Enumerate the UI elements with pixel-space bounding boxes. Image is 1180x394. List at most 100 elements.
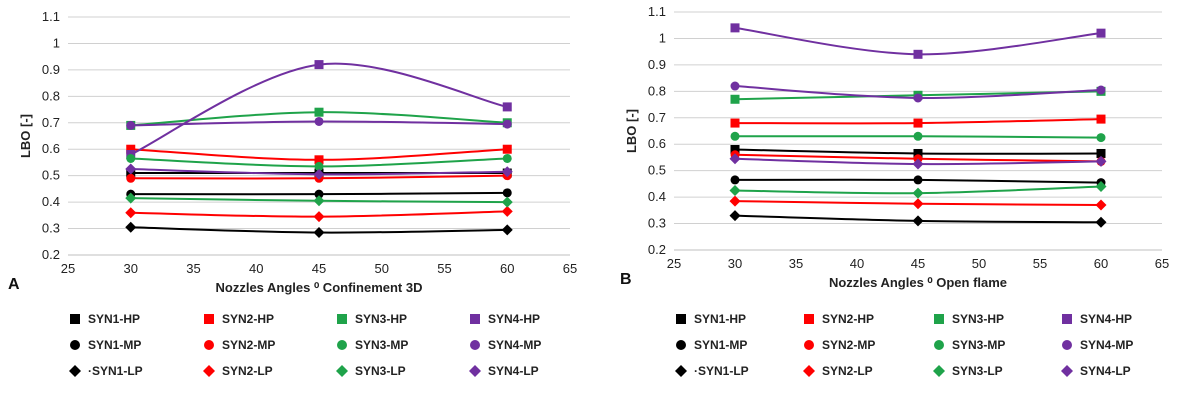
data-point <box>314 189 324 199</box>
data-point <box>502 188 512 198</box>
legend-item: SYN3-MP <box>932 336 1005 354</box>
y-tick-label: 0.9 <box>648 57 666 72</box>
data-point <box>501 166 513 178</box>
data-point <box>502 153 512 163</box>
legend-marker <box>1062 340 1072 350</box>
legend-marker <box>675 365 687 377</box>
data-point <box>912 215 924 227</box>
data-point <box>126 153 136 163</box>
legend-item: SYN2-LP <box>202 362 273 380</box>
chart-panel-b: 0.2 0.3 0.4 0.5 0.6 0.7 0.8 0.9 1 1.1 25 30 35 40 45 50… <box>590 0 1180 394</box>
y-tick-label: 1 <box>659 30 666 45</box>
data-point <box>730 131 740 141</box>
x-tick-label: 50 <box>375 261 389 276</box>
data-point <box>729 185 741 196</box>
legend-item: SYN2-MP <box>802 336 875 354</box>
diamond-marker-icon <box>336 365 348 377</box>
square-marker-icon <box>70 314 80 324</box>
x-tick-label: 50 <box>972 256 986 271</box>
legend-item: SYN4-LP <box>1060 362 1131 380</box>
y-tick-label: 0.3 <box>42 221 60 236</box>
square-marker-icon <box>337 314 347 324</box>
data-point <box>729 210 741 222</box>
data-point <box>501 205 513 217</box>
legend-label: SYN2-LP <box>222 364 273 378</box>
series-syn2-hp <box>126 144 512 165</box>
chart-panel-a: 0.2 0.3 0.4 0.5 0.6 0.7 0.8 0.9 1 1.1 25 30 35 40 45 50… <box>8 9 577 380</box>
x-tick-label: 25 <box>61 261 75 276</box>
legend-marker <box>933 365 945 377</box>
legend-item: SYN4-HP <box>468 310 540 328</box>
x-axis-label: Nozzles Angles ⁰ Open flame <box>829 275 1007 290</box>
data-point <box>912 158 924 170</box>
y-tick-label: 1.1 <box>648 4 666 19</box>
series-syn1-lp <box>125 221 513 239</box>
circle-marker-icon <box>470 340 480 350</box>
legend-marker <box>203 365 215 377</box>
data-point <box>730 23 740 33</box>
x-tick-label: 45 <box>911 256 925 271</box>
x-tick-label: 30 <box>124 261 138 276</box>
data-point <box>502 119 512 129</box>
legend-marker <box>337 314 347 324</box>
y-axis-label: LBO [-] <box>624 109 639 153</box>
legend-marker <box>337 340 347 350</box>
legend-label: SYN2-MP <box>822 338 876 352</box>
data-point <box>501 224 513 236</box>
x-tick-label: 65 <box>563 261 577 276</box>
data-point <box>1096 28 1106 38</box>
circle-marker-icon <box>204 340 214 350</box>
data-point <box>730 175 740 185</box>
legend-item: SYN2-MP <box>202 336 275 354</box>
y-tick-label: 0.2 <box>648 242 666 257</box>
data-point <box>730 145 740 155</box>
legend-label: SYN3-HP <box>355 312 408 326</box>
series-syn3-lp <box>125 192 513 208</box>
legend-marker <box>470 314 480 324</box>
legend-marker <box>204 314 214 324</box>
legend-b: SYN1-HP SYN2-HP SYN3-HP SYN4-HP SYN1-MP SYN2-… <box>590 310 1180 394</box>
legend-marker <box>934 340 944 350</box>
legend-label: SYN4-MP <box>1080 338 1134 352</box>
data-point <box>502 144 512 154</box>
y-tick-label: 0.5 <box>42 168 60 183</box>
y-axis-label: LBO [-] <box>18 114 33 158</box>
series-syn4-lp <box>729 153 1107 170</box>
data-point <box>126 144 136 154</box>
data-point <box>729 195 741 207</box>
data-point <box>1096 148 1106 158</box>
data-point <box>314 155 324 165</box>
x-axis-label: Nozzles Angles ⁰ Confinement 3D <box>216 280 423 295</box>
circle-marker-icon <box>804 340 814 350</box>
legend-label: SYN2-HP <box>222 312 275 326</box>
legend-label: SYN3-MP <box>355 338 409 352</box>
data-point <box>1095 155 1107 167</box>
legend-marker <box>676 340 686 350</box>
series-syn3-mp <box>730 131 1106 143</box>
x-tick-label: 60 <box>1094 256 1108 271</box>
x-tick-label: 55 <box>1033 256 1047 271</box>
diamond-marker-icon <box>69 365 81 377</box>
legend-marker <box>469 365 481 377</box>
data-point <box>913 118 923 128</box>
legend-label: SYN4-MP <box>488 338 542 352</box>
data-point <box>912 198 924 210</box>
y-tick-label: 0.7 <box>42 115 60 130</box>
data-point <box>1096 133 1106 143</box>
series-syn4-lp <box>125 163 513 180</box>
x-tick-label: 30 <box>728 256 742 271</box>
data-point <box>313 168 325 180</box>
legend-marker <box>804 340 814 350</box>
x-tick-label: 55 <box>437 261 451 276</box>
series-syn1-mp <box>730 175 1106 188</box>
diamond-marker-icon <box>675 365 687 377</box>
series-syn2-hp <box>730 114 1106 128</box>
data-point <box>126 173 136 183</box>
diamond-marker-icon <box>1061 365 1073 377</box>
y-tick-label: 0.5 <box>648 163 666 178</box>
y-tick-label: 0.8 <box>648 83 666 98</box>
line-chart-b: 0.2 0.3 0.4 0.5 0.6 0.7 0.8 0.9 1 1.1 25 30 35 40 45 50… <box>620 4 1169 290</box>
legend-marker <box>336 365 348 377</box>
legend-item: SYN4-MP <box>1060 336 1133 354</box>
data-point <box>125 163 137 175</box>
